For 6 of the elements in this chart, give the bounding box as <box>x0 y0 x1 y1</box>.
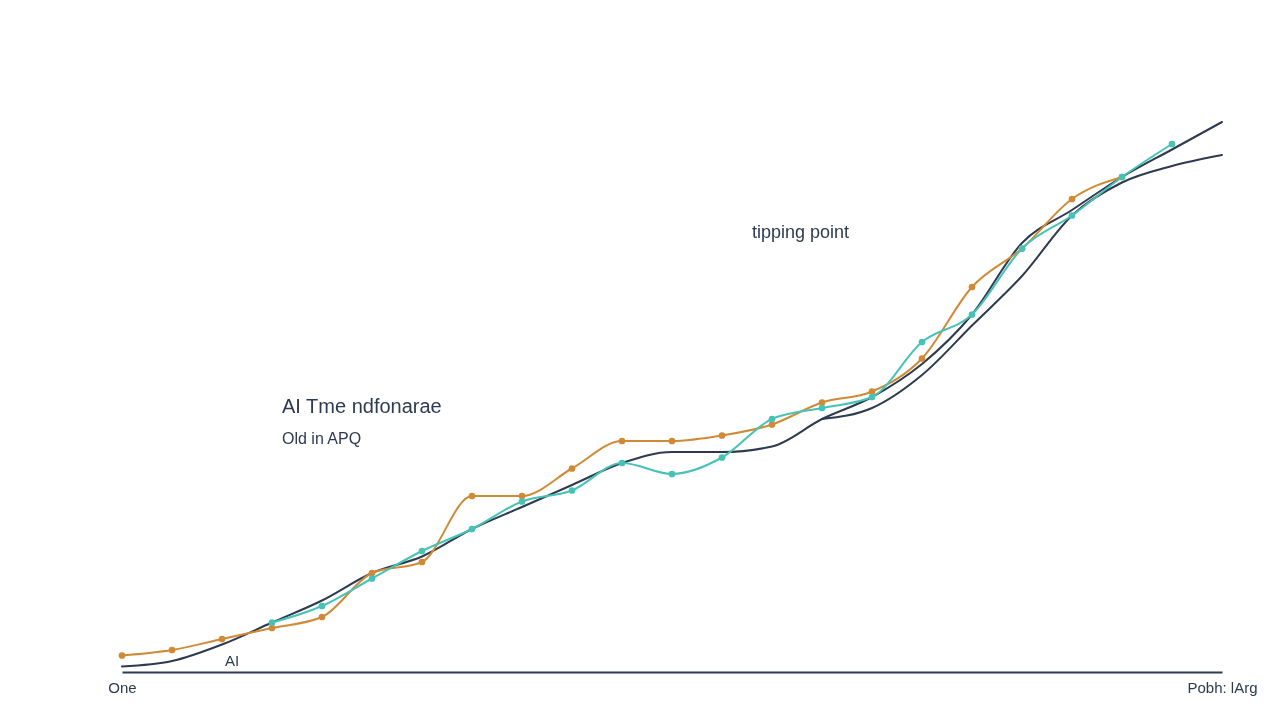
annotation: tipping point <box>752 222 850 242</box>
text: Old in APQ <box>282 430 362 447</box>
x-tick-label: One <box>108 678 137 696</box>
annotation: AI <box>225 652 240 669</box>
x-tick-label: Pobh: lArg <box>1187 678 1258 696</box>
text: AI Tme ndfonarae <box>282 395 442 417</box>
